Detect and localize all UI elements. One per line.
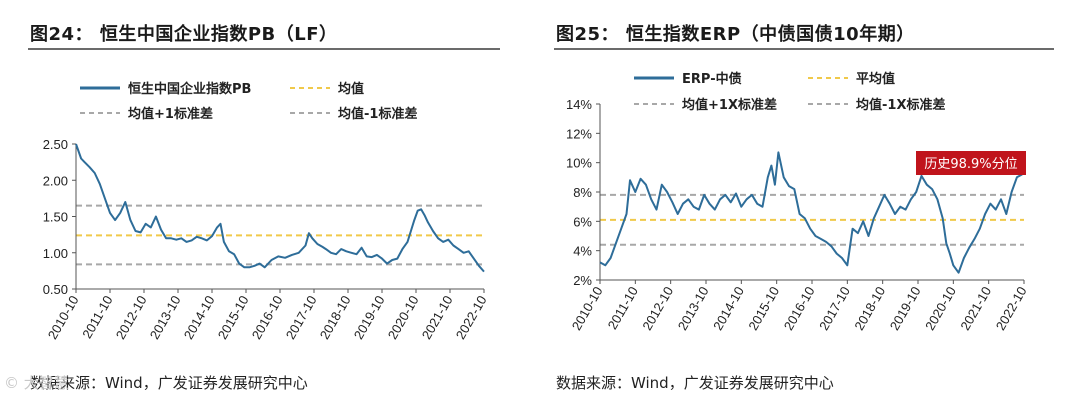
x-tick-label: 2019-10 [351, 293, 388, 342]
legend-item: 均值+1标准差 [80, 106, 213, 122]
x-tick-label: 2014-10 [710, 284, 747, 333]
chart-title: 图24： 恒生中国企业指数PB（LF） [30, 24, 338, 45]
legend-label: 恒生中国企业指数PB [128, 81, 251, 97]
x-tick-label: 2016-10 [781, 284, 818, 333]
y-tick-label: 10% [566, 156, 592, 171]
x-tick-label: 2021-10 [957, 284, 994, 333]
x-tick-label: 2012-10 [113, 293, 150, 342]
x-tick-label: 2020-10 [385, 293, 422, 342]
x-tick-label: 2017-10 [816, 284, 853, 333]
legend-item: 均值 [290, 81, 364, 97]
erp-chart-panel: 图25： 恒生指数ERP（中债国债10年期） ERP-中债 平均值均值+1X标准差… [548, 0, 1080, 407]
y-tick-label: 8% [573, 185, 592, 200]
legend-label: ERP-中债 [682, 71, 742, 87]
x-tick-label: 2010-10 [569, 284, 606, 333]
legend-label: 均值 [338, 81, 364, 97]
x-tick-label: 2012-10 [639, 284, 676, 333]
x-tick-label: 2022-10 [453, 293, 490, 342]
y-tick-label: 14% [566, 97, 592, 112]
pb-chart-panel: 图24： 恒生中国企业指数PB（LF） 恒生中国企业指数PB 均值均值+1标准差 均… [0, 0, 520, 407]
x-tick-label: 2016-10 [249, 293, 286, 342]
x-tick-label: 2017-10 [283, 293, 320, 342]
title-rule [28, 48, 500, 50]
y-tick-label: 4% [573, 244, 592, 259]
x-tick-label: 2022-10 [993, 284, 1030, 333]
legend-item: 平均值 [808, 71, 895, 87]
y-tick-label: 2.50 [43, 137, 68, 152]
x-tick-label: 2013-10 [147, 293, 184, 342]
x-tick-label: 2019-10 [887, 284, 924, 333]
legend-item: 均值-1标准差 [290, 106, 417, 122]
x-tick-label: 2018-10 [851, 284, 888, 333]
legend-item: 恒生中国企业指数PB [80, 81, 251, 97]
source-note: 数据来源：Wind，广发证券发展研究中心 [556, 374, 834, 392]
y-tick-label: 0.50 [43, 282, 68, 297]
source-note: 数据来源：Wind，广发证券发展研究中心 [30, 374, 308, 392]
legend-label: 均值-1标准差 [338, 106, 417, 122]
x-tick-label: 2014-10 [181, 293, 218, 342]
y-tick-label: 1.00 [43, 246, 68, 261]
legend-label: 均值+1标准差 [128, 106, 213, 122]
y-tick-label: 2.00 [43, 173, 68, 188]
y-tick-label: 2% [573, 273, 592, 288]
title-rule [554, 48, 1054, 50]
x-tick-label: 2010-10 [45, 293, 82, 342]
x-tick-label: 2011-10 [79, 293, 115, 341]
x-tick-label: 2021-10 [419, 293, 456, 342]
annotation-label: 历史98.9%分位 [924, 157, 1017, 172]
x-tick-label: 2020-10 [922, 284, 959, 333]
series-line [75, 143, 485, 273]
x-tick-label: 2015-10 [215, 293, 252, 342]
y-tick-label: 1.50 [43, 210, 68, 225]
legend-item: 均值-1X标准差 [808, 97, 945, 113]
x-tick-label: 2015-10 [745, 284, 782, 333]
legend-item: ERP-中债 [634, 71, 742, 87]
legend-label: 均值+1X标准差 [682, 97, 777, 113]
x-tick-label: 2013-10 [675, 284, 712, 333]
legend-label: 均值-1X标准差 [856, 97, 945, 113]
series-line [599, 151, 1023, 274]
legend-label: 平均值 [856, 71, 895, 87]
watermark: © 大智慧 [4, 374, 69, 392]
x-tick-label: 2011-10 [605, 284, 641, 332]
y-tick-label: 6% [573, 214, 592, 229]
x-tick-label: 2018-10 [317, 293, 354, 342]
chart-title: 图25： 恒生指数ERP（中债国债10年期） [556, 24, 915, 45]
y-tick-label: 12% [566, 126, 592, 141]
legend-item: 均值+1X标准差 [634, 97, 777, 113]
annotation-box [916, 151, 1026, 175]
